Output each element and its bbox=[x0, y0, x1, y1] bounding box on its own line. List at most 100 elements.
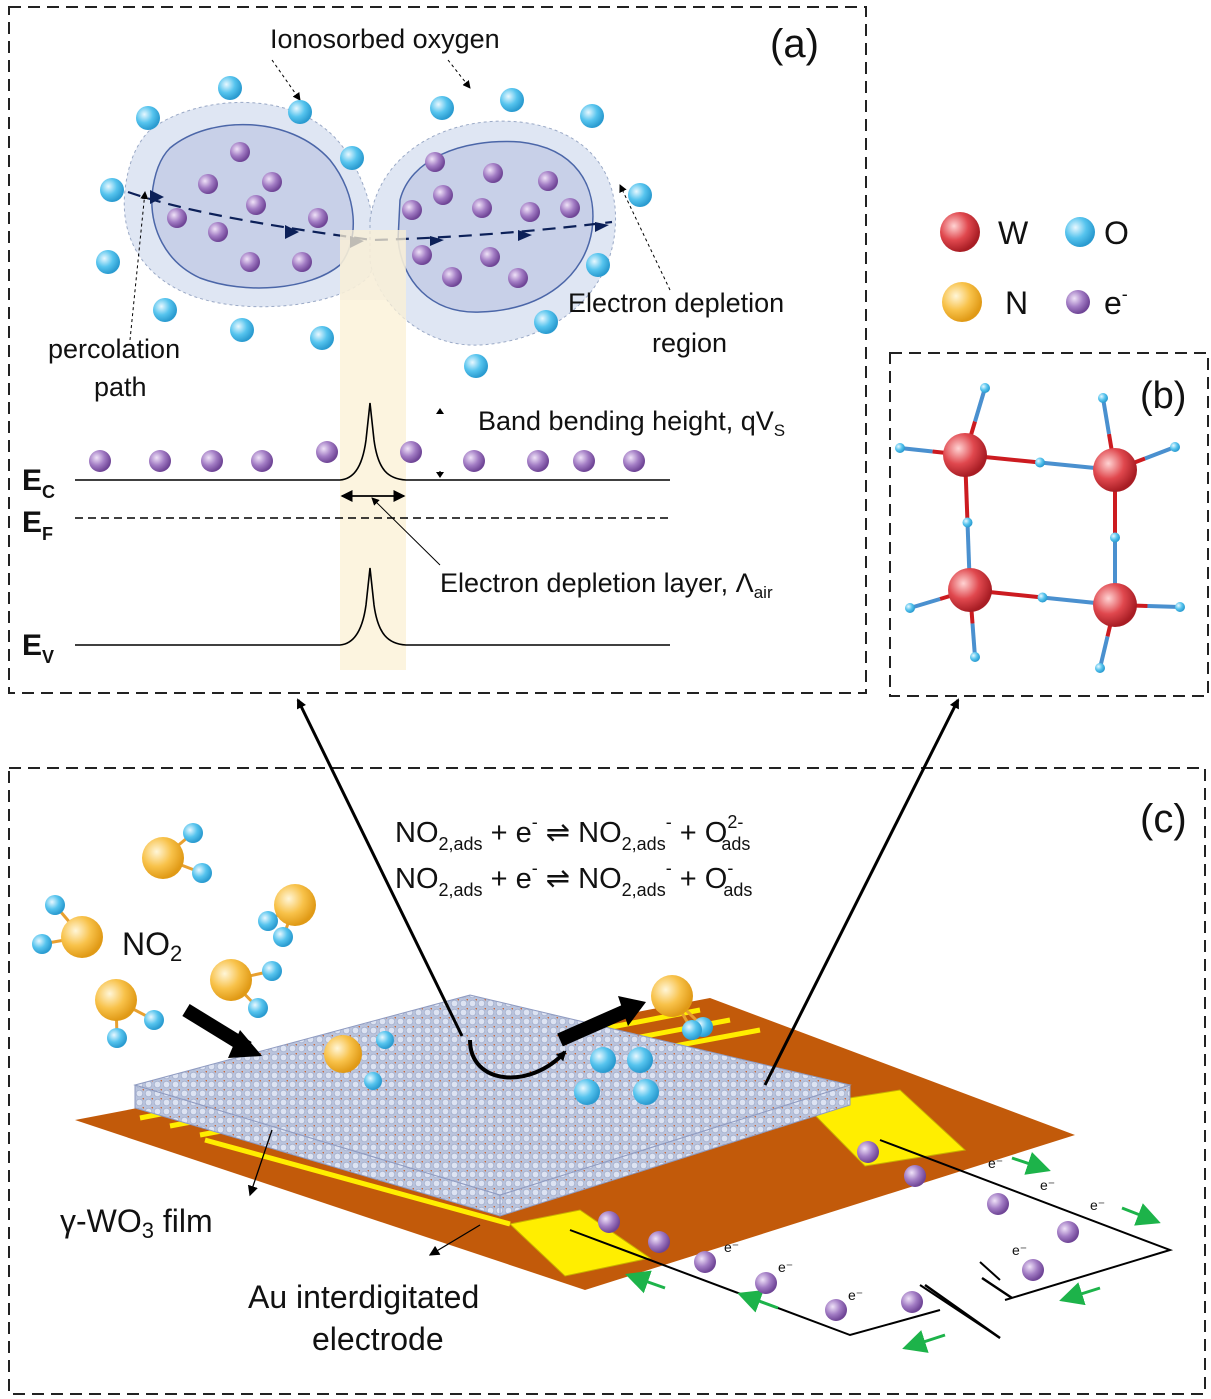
reaction-equation-1: NO2,ads + e- ⇌ NO2,ads- + O2-ads bbox=[395, 812, 750, 854]
electron bbox=[402, 200, 422, 220]
depletion-region-label: Electron depletion bbox=[568, 288, 784, 318]
depletion-layer-leader bbox=[371, 497, 441, 566]
oxygen-atom bbox=[218, 76, 242, 100]
electrode-label-2: electrode bbox=[312, 1321, 444, 1357]
conduction-band bbox=[75, 402, 670, 481]
ev-label: EV bbox=[22, 629, 54, 667]
oxygen-atom bbox=[100, 178, 124, 202]
electrode-pad-left bbox=[508, 1209, 652, 1277]
electrode-label-1: Au interdigitated bbox=[248, 1279, 479, 1315]
legend-o-label: O bbox=[1104, 215, 1129, 251]
lattice-oxygen bbox=[1095, 663, 1105, 673]
oxygen-atom bbox=[580, 104, 604, 128]
panel-c-tag: (c) bbox=[1140, 797, 1187, 841]
tungsten-atom bbox=[943, 433, 987, 477]
electron bbox=[262, 172, 282, 192]
electron bbox=[508, 268, 528, 288]
oxygen-atom bbox=[534, 310, 558, 334]
electron bbox=[433, 185, 453, 205]
ionosorbed-leader-right bbox=[447, 59, 471, 89]
legend-n-label: N bbox=[1005, 285, 1028, 321]
electron bbox=[198, 174, 218, 194]
lattice-oxygen bbox=[1110, 532, 1120, 543]
oxygen-atom bbox=[258, 911, 278, 931]
lattice-oxygen bbox=[1175, 602, 1185, 612]
w-o-bond bbox=[899, 446, 933, 454]
oxygen-atom bbox=[273, 927, 293, 947]
lattice-oxygen bbox=[962, 517, 973, 528]
w-o-bond bbox=[909, 597, 941, 610]
electron bbox=[201, 450, 223, 472]
arrow-to-panel-b bbox=[763, 698, 960, 1086]
w-o-lattice bbox=[895, 383, 1185, 673]
electrons-a bbox=[89, 142, 645, 472]
ionosorbed-leader-left bbox=[271, 59, 301, 101]
nitrogen-atom bbox=[61, 916, 103, 958]
lattice-oxygen bbox=[1170, 442, 1180, 452]
electron bbox=[573, 450, 595, 472]
panel-a-tag: (a) bbox=[770, 22, 819, 66]
electron-label: e⁻ bbox=[988, 1155, 1003, 1171]
electron bbox=[648, 1231, 670, 1253]
lattice-oxygen bbox=[970, 652, 980, 662]
electron-label: e⁻ bbox=[1090, 1197, 1105, 1213]
lattice-oxygen bbox=[1098, 393, 1108, 403]
w-o-bond bbox=[1098, 636, 1110, 669]
band-bending-label: Band bending height, qVS bbox=[478, 406, 785, 440]
adsorbed-oxygen bbox=[574, 1079, 600, 1105]
electron bbox=[316, 441, 338, 463]
electron-label: e⁻ bbox=[724, 1239, 739, 1255]
oxygen-atom bbox=[586, 253, 610, 277]
oxygen-atom bbox=[682, 1020, 702, 1040]
nitrogen-atom bbox=[651, 975, 693, 1017]
battery-plate-1 bbox=[924, 1283, 1001, 1340]
electron bbox=[89, 450, 111, 472]
electron bbox=[167, 208, 187, 228]
electron bbox=[425, 152, 445, 172]
nitrogen-atom bbox=[95, 979, 137, 1021]
electron bbox=[560, 198, 580, 218]
oxygen-atom bbox=[628, 183, 652, 207]
lattice-oxygen bbox=[1037, 592, 1048, 603]
electron bbox=[292, 252, 312, 272]
wo3-film-top bbox=[133, 994, 852, 1196]
electron bbox=[825, 1299, 847, 1321]
legend-e-label: e- bbox=[1104, 284, 1128, 321]
panel-b-tag: (b) bbox=[1140, 375, 1186, 417]
oxygen-atom bbox=[192, 863, 212, 883]
electron bbox=[857, 1141, 879, 1163]
electron bbox=[472, 198, 492, 218]
oxygen-atom bbox=[107, 1028, 127, 1048]
electron-label: e⁻ bbox=[778, 1259, 793, 1275]
nitrogen-atom bbox=[274, 884, 316, 926]
electron bbox=[246, 195, 266, 215]
oxygen-atom bbox=[45, 895, 65, 915]
oxygen-atom bbox=[464, 354, 488, 378]
panel-c-frame bbox=[8, 767, 1206, 1395]
adsorbed-oxygen bbox=[633, 1079, 659, 1105]
electron bbox=[694, 1251, 716, 1273]
electrode-leader bbox=[428, 1224, 481, 1256]
electron-label: e⁻ bbox=[848, 1287, 863, 1303]
adsorption-curve-arrow bbox=[468, 1039, 567, 1080]
electron bbox=[463, 450, 485, 472]
w-o-bond bbox=[1101, 397, 1111, 435]
lattice-oxygen bbox=[905, 603, 915, 613]
ionosorbed-oxygen-label: Ionosorbed oxygen bbox=[270, 24, 500, 54]
w-o-bond bbox=[1147, 604, 1181, 609]
electron bbox=[538, 171, 558, 191]
nitrogen-atom bbox=[210, 959, 252, 1001]
legend-n-swatch bbox=[942, 282, 982, 322]
atom-legend: W O N e- bbox=[940, 212, 1129, 322]
depletion-region-leader bbox=[619, 184, 671, 291]
electron bbox=[400, 441, 422, 463]
oxygen-atom bbox=[248, 998, 268, 1018]
oxygen-atom bbox=[183, 823, 203, 843]
legend-w-swatch bbox=[940, 212, 980, 252]
w-o-bond bbox=[973, 387, 987, 423]
valence-band bbox=[75, 567, 670, 646]
lattice-oxygen bbox=[980, 383, 990, 393]
oxygen-atom bbox=[136, 106, 160, 130]
ef-label: EF bbox=[22, 506, 53, 544]
path-label: path bbox=[94, 372, 147, 402]
